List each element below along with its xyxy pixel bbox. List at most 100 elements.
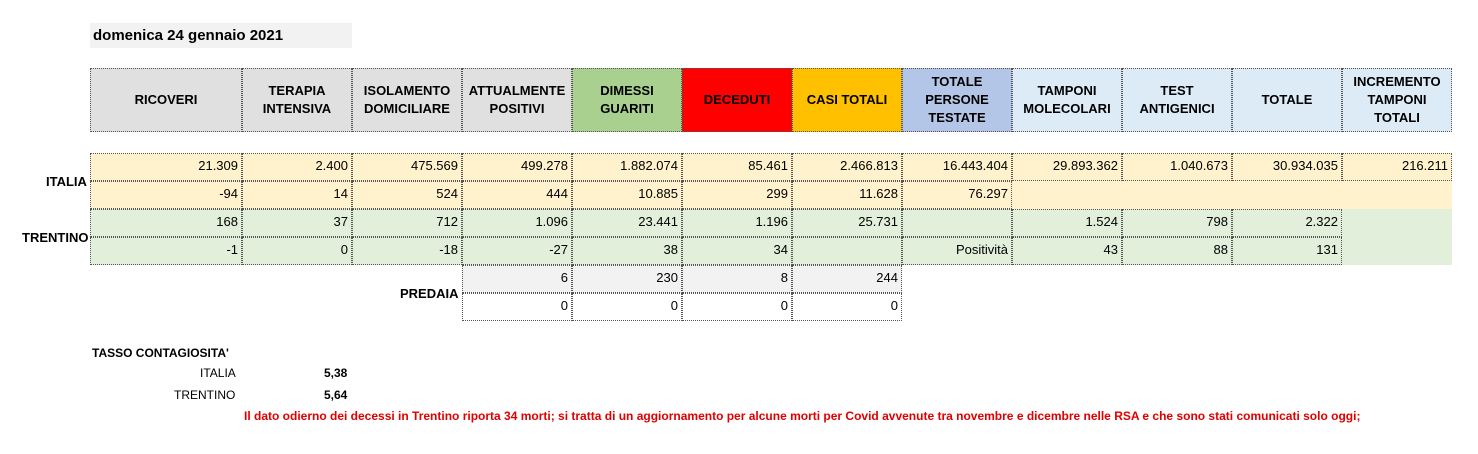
trentino-row1-cell [902, 209, 1012, 237]
predaia-row1-cell: 6 [462, 265, 572, 293]
header-text: ANTIGENICI [1139, 101, 1215, 116]
tasso-title: TASSO CONTAGIOSITA' [92, 346, 229, 360]
predaia-row2-cell: 0 [682, 293, 792, 321]
italia-row2-cell [1122, 181, 1232, 209]
header-text: DECEDUTI [703, 92, 771, 107]
trentino-row2-cell: -1 [90, 237, 242, 265]
italia-row2-cell: -94 [90, 181, 242, 209]
predaia-row1-cell: 8 [682, 265, 792, 293]
predaia-row2-cell: 0 [792, 293, 902, 321]
predaia-row1-cell: 230 [572, 265, 682, 293]
tasso-italia-label: ITALIA [200, 366, 236, 380]
note-text: Il dato odierno dei decessi in Trentino … [244, 409, 1361, 423]
trentino-row1-cell: 168 [90, 209, 242, 237]
italia-row1-cell: 475.569 [352, 153, 462, 181]
trentino-row1-cell: 23.441 [572, 209, 682, 237]
italia-row1-cell: 85.461 [682, 153, 792, 181]
header-text: INCREMENTO [1353, 74, 1441, 89]
tasso-trentino-value: 5,64 [324, 388, 348, 402]
header-col-6: DECEDUTI [682, 68, 792, 132]
trentino-row2-cell: 43 [1012, 237, 1122, 265]
italia-row2-cell: 444 [462, 181, 572, 209]
date-title: domenica 24 gennaio 2021 [90, 23, 352, 48]
italia-row1-cell: 2.400 [242, 153, 352, 181]
header-text: TEST [1160, 83, 1194, 98]
italia-row2-cell: 299 [682, 181, 792, 209]
header-text: MOLECOLARI [1023, 101, 1111, 116]
trentino-row1-cell: 712 [352, 209, 462, 237]
trentino-row1-cell: 25.731 [792, 209, 902, 237]
italia-row1-cell: 216.211 [1342, 153, 1452, 181]
header-text: TESTATE [928, 110, 986, 125]
header-text: TAMPONI [1037, 83, 1097, 98]
trentino-row1-cell: 1.096 [462, 209, 572, 237]
header-text: POSITIVI [489, 101, 545, 116]
row-label-predaia: PREDAIA [400, 286, 459, 301]
predaia-row1-cell: 244 [792, 265, 902, 293]
header-text: TERAPIA [268, 83, 326, 98]
trentino-row1-cell [1342, 209, 1452, 237]
italia-row2-cell [1232, 181, 1342, 209]
header-col-12: INCREMENTO TAMPONI TOTALI [1342, 68, 1452, 132]
trentino-row2-cell: -18 [352, 237, 462, 265]
row-label-italia: ITALIA [46, 174, 87, 189]
trentino-row2-cell [792, 237, 902, 265]
header-col-1: RICOVERI [90, 68, 242, 132]
italia-row2-cell [1012, 181, 1122, 209]
trentino-row1-cell: 798 [1122, 209, 1232, 237]
italia-row1-cell: 1.040.673 [1122, 153, 1232, 181]
header-col-3: ISOLAMENTO DOMICILIARE [352, 68, 462, 132]
predaia-row2-cell: 0 [462, 293, 572, 321]
header-text: TOTALE [931, 74, 983, 89]
header-col-2: TERAPIA INTENSIVA [242, 68, 352, 132]
header-text: INTENSIVA [262, 101, 332, 116]
italia-row1-cell: 1.882.074 [572, 153, 682, 181]
trentino-row1-cell: 1.196 [682, 209, 792, 237]
tasso-trentino-label: TRENTINO [174, 388, 236, 402]
italia-row2-cell [1342, 181, 1452, 209]
italia-row2-cell: 10.885 [572, 181, 682, 209]
italia-row1-cell: 499.278 [462, 153, 572, 181]
trentino-row1-cell: 1.524 [1012, 209, 1122, 237]
trentino-row1-cell: 2.322 [1232, 209, 1342, 237]
header-col-8: TOTALE PERSONE TESTATE [902, 68, 1012, 132]
italia-row2-cell: 14 [242, 181, 352, 209]
trentino-row2-cell: 0 [242, 237, 352, 265]
italia-row2-cell: 76.297 [902, 181, 1012, 209]
row-label-trentino: TRENTINO [22, 230, 89, 245]
trentino-row2-cell: 131 [1232, 237, 1342, 265]
header-text: RICOVERI [134, 92, 198, 107]
header-text: TOTALE [1261, 92, 1313, 107]
header-col-11: TOTALE [1232, 68, 1342, 132]
italia-row1-cell: 16.443.404 [902, 153, 1012, 181]
header-col-9: TAMPONI MOLECOLARI [1012, 68, 1122, 132]
header-text: ATTUALMENTE [468, 83, 566, 98]
italia-row2-cell: 524 [352, 181, 462, 209]
header-col-7: CASI TOTALI [792, 68, 902, 132]
predaia-row2-cell: 0 [572, 293, 682, 321]
header-col-4: ATTUALMENTE POSITIVI [462, 68, 572, 132]
header-text: DIMESSI [600, 83, 654, 98]
trentino-row2-cell [1342, 237, 1452, 265]
trentino-row1-cell: 37 [242, 209, 352, 237]
header-text: PERSONE [925, 92, 989, 107]
header-text: GUARITI [600, 101, 654, 116]
italia-row2-cell: 11.628 [792, 181, 902, 209]
header-col-5: DIMESSI GUARITI [572, 68, 682, 132]
header-col-10: TEST ANTIGENICI [1122, 68, 1232, 132]
trentino-row2-cell: 34 [682, 237, 792, 265]
italia-row1-cell: 21.309 [90, 153, 242, 181]
italia-row1-cell: 30.934.035 [1232, 153, 1342, 181]
trentino-row2-cell: -27 [462, 237, 572, 265]
header-text: TOTALI [1374, 110, 1420, 125]
header-text: TAMPONI [1367, 92, 1427, 107]
header-text: DOMICILIARE [364, 101, 450, 116]
header-text: ISOLAMENTO [363, 83, 451, 98]
header-text: CASI TOTALI [806, 92, 888, 107]
italia-row1-cell: 2.466.813 [792, 153, 902, 181]
italia-row1-cell: 29.893.362 [1012, 153, 1122, 181]
tasso-italia-value: 5,38 [324, 366, 348, 380]
trentino-row2-cell: Positività [902, 237, 1012, 265]
trentino-row2-cell: 38 [572, 237, 682, 265]
trentino-row2-cell: 88 [1122, 237, 1232, 265]
